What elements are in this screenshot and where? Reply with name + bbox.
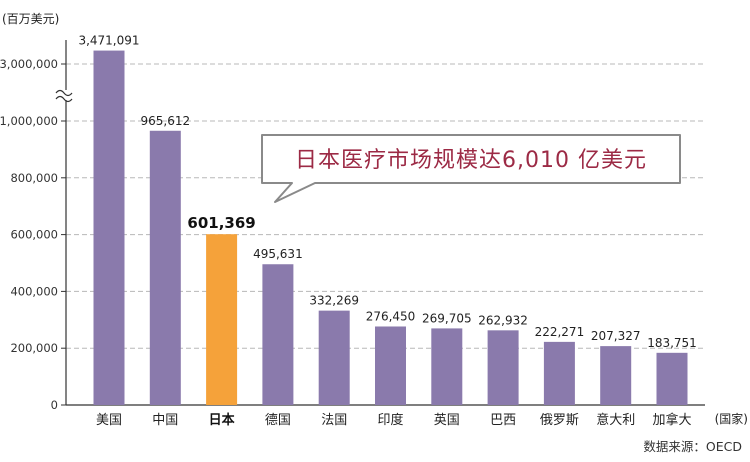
bar-3 (206, 234, 238, 405)
x-category-label: 英国 (434, 413, 460, 428)
bar-4 (262, 264, 294, 405)
y-tick-label: 200,000 (10, 341, 58, 355)
bar-value-label: 965,612 (140, 114, 190, 128)
y-tick-label: 800,000 (10, 171, 58, 185)
y-axis-unit-label: (百万美元) (2, 12, 59, 26)
x-category-label: 巴西 (490, 413, 516, 428)
bar-7 (431, 328, 463, 405)
bar-9 (543, 341, 575, 405)
bar-value-label: 222,271 (535, 325, 585, 339)
y-tick-label: 1,000,000 (0, 114, 58, 128)
x-category-label: 意大利 (596, 412, 635, 428)
callout-bubble (261, 134, 681, 203)
x-category-label: 中国 (152, 413, 178, 428)
bar-value-label: 207,327 (591, 329, 641, 343)
bar-6 (375, 326, 406, 405)
x-category-label: 日本 (209, 412, 235, 428)
y-tick-label: 3,000,000 (0, 57, 58, 71)
axis-break-mark (55, 95, 73, 103)
axis-break-mark (55, 89, 73, 97)
bar-value-label: 183,751 (647, 336, 697, 350)
bar-value-label: 332,269 (309, 294, 359, 308)
bar-11 (656, 352, 688, 405)
bar-5 (318, 310, 350, 405)
callout-annotation-text: 日本医疗市场规模达6,010 亿美元 (295, 148, 647, 173)
bar-2 (149, 130, 181, 406)
y-tick-label: 0 (51, 398, 58, 412)
x-category-label: 印度 (377, 412, 403, 428)
bar-value-label: 276,450 (366, 309, 416, 323)
x-category-label: 德国 (265, 413, 291, 428)
x-category-label: 美国 (96, 413, 122, 428)
bar-10 (600, 346, 632, 405)
x-axis-label: (国家) (715, 411, 748, 426)
y-tick-label: 400,000 (10, 284, 58, 298)
x-category-label: 加拿大 (652, 412, 691, 428)
bar-value-label: 601,369 (187, 214, 255, 232)
bar-value-label: 262,932 (478, 313, 528, 327)
y-tick-label: 600,000 (10, 228, 58, 242)
bar-1 (93, 50, 125, 405)
bar-value-label: 495,631 (253, 247, 303, 261)
source-note: 数据来源：OECD (643, 439, 742, 454)
bar-value-label: 269,705 (422, 311, 472, 325)
x-category-label: 俄罗斯 (540, 413, 579, 428)
bar-value-label: 3,471,091 (78, 34, 139, 48)
bar-8 (487, 330, 519, 405)
x-category-label: 法国 (321, 413, 347, 428)
